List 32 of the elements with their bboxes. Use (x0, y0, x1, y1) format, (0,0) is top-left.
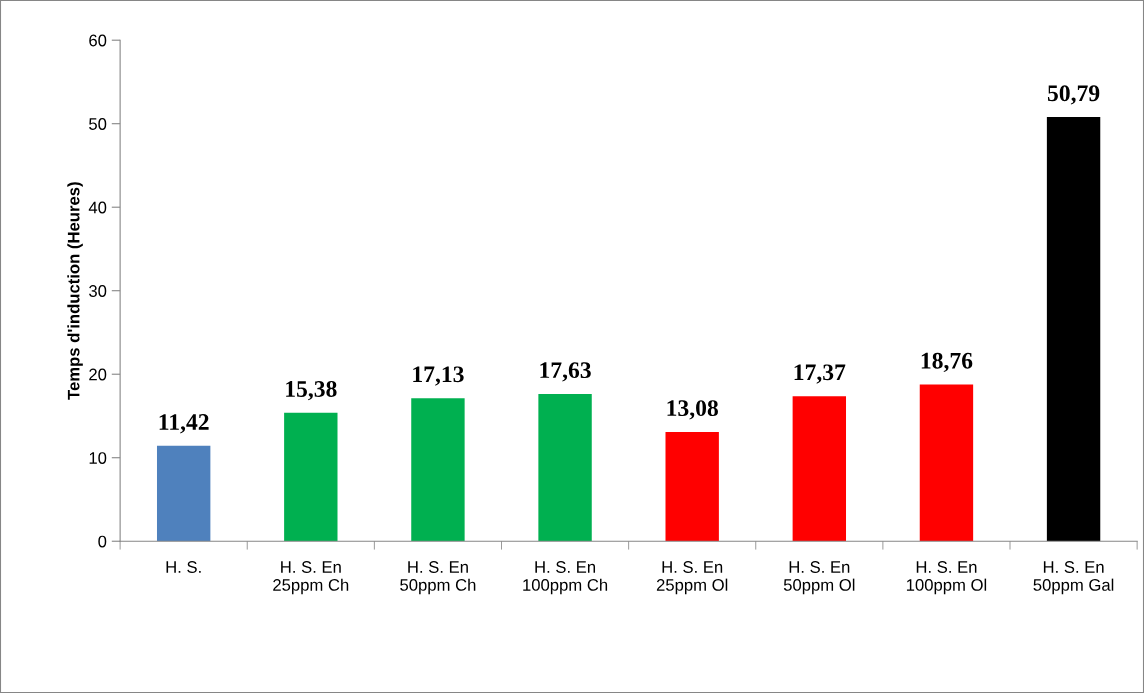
x-tick-label: H. S. En 25ppm Ch (273, 561, 349, 595)
bar (411, 398, 465, 542)
bar (156, 445, 211, 542)
y-axis-title: Temps d'induction (Heures) (67, 182, 83, 400)
y-tick-label: 20 (89, 368, 107, 381)
data-label: 17,37 (794, 364, 846, 384)
x-tick-label: H. S. En 50ppm Gal (1033, 561, 1114, 595)
y-tick-label: 50 (89, 118, 107, 130)
y-tick-label: 0 (98, 535, 107, 548)
data-label: 50,79 (1047, 85, 1100, 105)
y-tick-label: 30 (89, 285, 107, 297)
y-tick-label: 10 (89, 452, 107, 464)
bar (792, 396, 847, 542)
x-tick-label: H. S. En 100ppm Ch (523, 561, 608, 595)
bar (538, 394, 592, 542)
data-label: 15,38 (286, 380, 337, 401)
bar (1046, 117, 1101, 542)
y-tick-label: 40 (88, 201, 107, 214)
x-tick-label: H. S. En 100ppm Ol (906, 561, 987, 595)
bar (665, 432, 719, 542)
y-tick-label: 60 (89, 34, 107, 47)
bar (284, 412, 338, 542)
x-tick-label: H. S. En 50ppm Ol (783, 561, 855, 595)
x-tick-label: H. S. En 25ppm Ol (656, 561, 728, 595)
data-label: 18,76 (921, 352, 973, 373)
data-label: 17,63 (540, 362, 591, 382)
data-label: 17,13 (413, 366, 464, 386)
bar (919, 384, 974, 542)
data-label: 13,08 (667, 400, 718, 420)
data-label: 11,42 (159, 414, 209, 434)
x-tick-label: H. S. (166, 561, 201, 573)
x-tick-label: H. S. En 50ppm Ch (400, 561, 476, 595)
